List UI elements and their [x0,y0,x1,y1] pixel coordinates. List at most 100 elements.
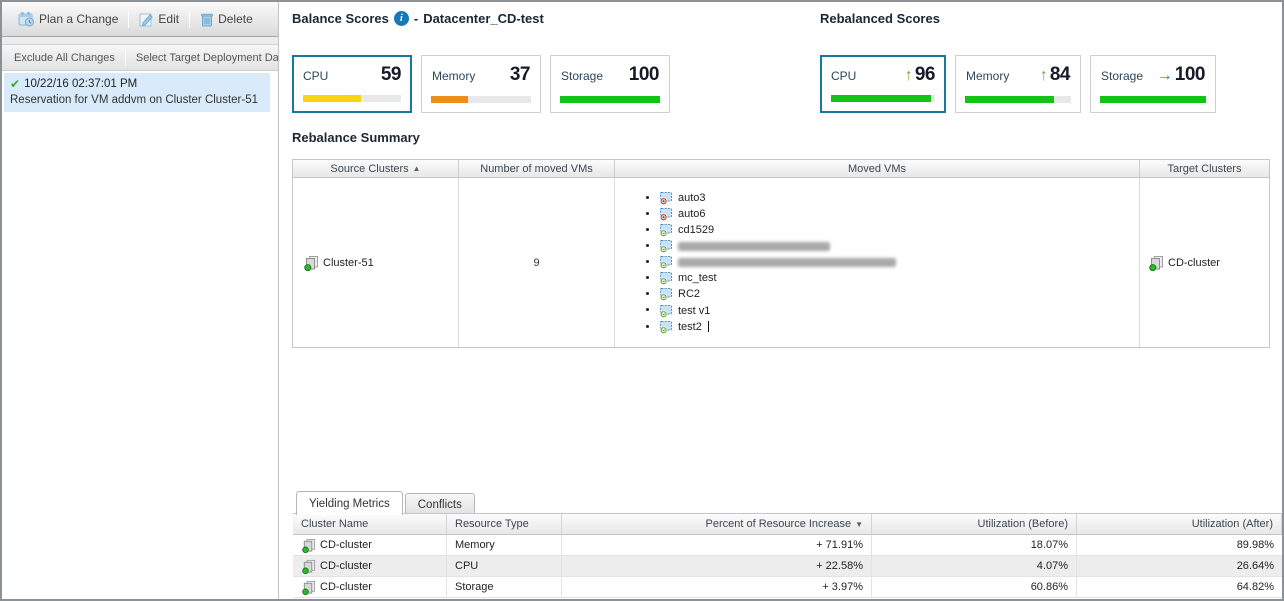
toolbar-separator [189,10,191,28]
score-card-row: Storage 100 [561,64,660,86]
vm-powered-on-icon [659,255,673,270]
metrics-before-cell: 60.86% [872,577,1077,597]
rebalance-summary-table: Source Clusters ▲ Number of moved VMs Moved… [292,159,1270,348]
info-icon[interactable]: i [393,11,409,26]
moved-vm-count-cell: 9 [459,178,615,347]
score-bar-track [831,95,935,102]
vm-entry: auto6 [659,206,706,222]
metrics-table-row[interactable]: CD-cluster CPU + 22.58% 4.07% 26.64% [293,556,1282,577]
moved-vm-item [659,254,896,270]
yielding-metrics-table: Cluster Name Resource Type Percent of Reso… [293,513,1282,598]
vm-entry: test v1 [659,303,710,319]
vm-name: test v1 [678,304,711,317]
score-bar-fill [431,96,468,103]
rebalance-summary-title: Rebalance Summary [292,130,420,145]
metrics-table-row[interactable]: CD-cluster Storage + 3.97% 60.86% 64.82% [293,577,1282,598]
metrics-after-cell: 64.82% [1236,581,1274,593]
score-card-row: Storage → 100 [1101,64,1206,86]
changes-sidebar: Plan a Change Edit Delete Exclude All Ch… [2,2,279,599]
select-target-deployment-button[interactable]: Select Target Deployment Da [130,49,278,67]
score-bar-track [965,96,1071,103]
vm-entry: mc_test [659,270,717,286]
vm-entry: auto3 [659,190,706,206]
metrics-column-header[interactable]: Utilization (Before) [872,514,1077,534]
score-bar-track [303,95,401,102]
check-icon: ✔ [10,77,21,91]
score-bar-fill [831,95,931,102]
column-header-label: Utilization (After) [1191,518,1273,530]
text-caret [707,321,709,333]
changes-toolbar: Plan a Change Edit Delete [2,2,278,37]
edit-button[interactable]: Edit [133,9,185,30]
rebalanced-card-memory[interactable]: Memory ↑ 84 [955,55,1081,113]
metrics-cluster-cell: CD-cluster [293,535,447,555]
summary-column-header[interactable]: Source Clusters ▲ [293,160,459,177]
cluster-icon [301,580,316,595]
metrics-increase-cell: + 3.97% [562,577,872,597]
metrics-column-header[interactable]: Cluster Name [293,514,447,534]
score-value: 59 [380,64,402,85]
exclude-all-changes-button[interactable]: Exclude All Changes [8,49,121,67]
summary-column-header[interactable]: Number of moved VMs [459,160,615,177]
column-header-label: Number of moved VMs [480,162,593,175]
moved-vm-item: RC2 [659,286,896,302]
score-label: CPU [303,69,329,83]
cluster-icon [1148,255,1164,271]
metrics-resource-cell: Memory [447,535,562,555]
balance-card-cpu[interactable]: CPU 59 [292,55,412,113]
metrics-after-cell: 89.98% [1236,539,1274,551]
rebalanced-card-cpu[interactable]: CPU ↑ 96 [820,55,946,113]
vm-entry: test2 [659,319,709,335]
summary-table-row[interactable]: Cluster-51 9 auto3 auto6 cd1529 mc_test RC2 t… [293,178,1269,347]
summary-column-header[interactable]: Moved VMs [615,160,1140,177]
metrics-column-header[interactable]: Resource Type [447,514,562,534]
edit-label: Edit [158,12,180,26]
vm-powered-on-icon [659,320,673,334]
metrics-table-row[interactable]: CD-cluster Memory + 71.91% 18.07% 89.98% [293,535,1282,556]
moved-vm-item: auto3 [659,190,896,206]
toolbar-separator [128,10,130,28]
change-list-item-selected[interactable]: ✔ 10/22/16 02:37:01 PM Reservation for V… [4,73,270,112]
vm-entry: RC2 [659,286,700,302]
vm-name: cd1529 [678,224,715,237]
moved-vm-item: cd1529 [659,222,896,238]
tab-yielding-metrics[interactable]: Yielding Metrics [296,491,403,515]
metrics-increase-cell: + 22.58% [562,556,872,576]
summary-column-header[interactable]: Target Clusters [1140,160,1269,177]
score-trend-value: → 100 [1157,64,1206,86]
delete-button[interactable]: Delete [194,9,259,30]
metrics-cluster-name: CD-cluster [320,581,372,593]
toolbar-divider [2,37,278,45]
vm-name: auto3 [678,192,706,205]
metrics-cluster-name: CD-cluster [320,539,372,551]
balance-card-memory[interactable]: Memory 37 [421,55,541,113]
cluster-icon [301,559,316,574]
rebalanced-card-storage[interactable]: Storage → 100 [1090,55,1216,113]
tab-conflicts[interactable]: Conflicts [404,493,475,515]
target-cluster-name: CD-cluster [1168,256,1220,269]
metrics-column-header[interactable]: Utilization (After) [1077,514,1282,534]
score-bar-track [560,96,660,103]
metrics-cluster-cell: CD-cluster [293,577,447,597]
score-label: Memory [966,69,1010,83]
score-label: Memory [432,69,476,83]
metrics-column-header[interactable]: Percent of Resource Increase ▼ [562,514,872,534]
metrics-cluster-cell: CD-cluster [293,556,447,576]
score-bar-fill [560,96,660,103]
plan-a-change-button[interactable]: Plan a Change [12,8,124,30]
exclude-all-changes-label: Exclude All Changes [14,51,115,64]
metrics-after-cell: 26.64% [1236,560,1274,572]
score-label: CPU [831,69,857,83]
balance-card-storage[interactable]: Storage 100 [550,55,670,113]
score-value: 100 [628,64,660,85]
summary-table-header: Source Clusters ▲ Number of moved VMs Moved… [293,160,1269,178]
select-target-deployment-label: Select Target Deployment Da [135,51,278,64]
vm-name: mc_test [678,272,717,285]
moved-vms-cell: auto3 auto6 cd1529 mc_test RC2 test v1 test2 [615,178,1140,347]
score-bar-track [1100,96,1206,103]
score-trend-value: ↑ 84 [1040,64,1071,86]
column-header-label: Utilization (Before) [977,518,1068,530]
score-bar-fill [965,96,1055,103]
vm-name: test2 [678,320,702,333]
